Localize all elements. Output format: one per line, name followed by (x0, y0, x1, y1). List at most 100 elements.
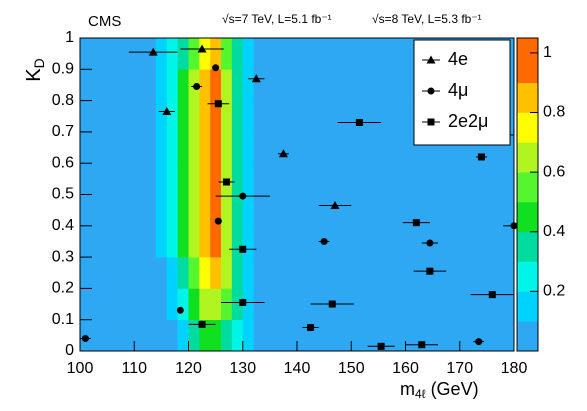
heatmap-cell (253, 194, 515, 227)
marker (278, 149, 288, 158)
heatmap-cell (155, 257, 168, 289)
marker (307, 324, 315, 332)
heatmap-cell (188, 257, 200, 289)
heatmap-cell (231, 257, 244, 289)
y-tick-label: 1 (65, 29, 74, 46)
heatmap-cell (199, 194, 211, 227)
heatmap-cell (155, 163, 168, 195)
colorbar-segment (517, 38, 538, 84)
heatmap-cell (210, 100, 222, 133)
marker (330, 200, 340, 209)
heatmap-cell (166, 319, 178, 352)
heatmap-cell (80, 163, 157, 195)
heatmap-cell (188, 225, 200, 258)
marker (355, 119, 363, 127)
heatmap-cell (231, 288, 244, 320)
heatmap-cell (231, 319, 244, 352)
marker (488, 291, 496, 299)
x-tick-label: 110 (121, 360, 147, 377)
y-tick-label: 0.1 (52, 311, 74, 328)
heatmap-cell (242, 100, 254, 133)
y-tick-label: 0.7 (52, 123, 74, 140)
heatmap-cell (166, 194, 178, 227)
colorbar-segment (517, 112, 538, 143)
heatmap-cell (188, 163, 200, 195)
heatmap-cell (242, 225, 254, 258)
x-label-main: m (400, 379, 415, 399)
heatmap-cell (242, 163, 254, 195)
heatmap-cell (155, 131, 168, 164)
marker (212, 64, 220, 72)
heatmap-cell (210, 225, 222, 258)
heatmap-cell (199, 131, 211, 164)
heatmap-cell (221, 225, 233, 258)
x-tick-label: 160 (392, 360, 419, 377)
heatmap-cell (188, 319, 200, 352)
marker (239, 298, 247, 306)
marker (214, 217, 222, 225)
y-tick-label: 0.3 (52, 248, 74, 265)
heatmap-cell (177, 69, 189, 101)
heatmap-cell (221, 194, 233, 227)
heatmap-cell (166, 69, 178, 101)
marker (162, 107, 172, 116)
colorbar-segment (517, 82, 538, 113)
heatmap-cell (177, 194, 189, 227)
heatmap-cell (231, 225, 244, 258)
heatmap-cell (177, 225, 189, 258)
colorbar-segment (517, 291, 538, 322)
colorbar-tick-label: 0.4 (543, 223, 565, 240)
heatmap-cell (177, 257, 189, 289)
marker (427, 87, 435, 95)
heatmap-cell (155, 69, 168, 101)
heatmap-cell (199, 225, 211, 258)
marker (197, 44, 207, 53)
annotation: √s=8 TeV, L=5.3 fb⁻¹ (372, 12, 482, 26)
heatmap-cell (242, 288, 254, 320)
heatmap-cell (80, 257, 157, 289)
heatmap-cell (155, 319, 168, 352)
x-tick-label: 170 (446, 360, 473, 377)
heatmap-cell (80, 319, 157, 352)
y-tick-label: 0.6 (52, 154, 74, 171)
heatmap-cell (80, 194, 157, 227)
marker (412, 219, 420, 227)
heatmap-cell (80, 131, 157, 164)
x-label-sub: 4ℓ (415, 387, 426, 401)
colorbar-segment (517, 201, 538, 233)
heatmap-cell (210, 38, 222, 70)
heatmap-cell (221, 288, 233, 320)
heatmap-cell (199, 319, 211, 352)
y-tick-label: 0.2 (52, 280, 74, 297)
heatmap-cell (177, 319, 189, 352)
marker (176, 306, 184, 314)
heatmap-cell (199, 257, 211, 289)
heatmap-cell (242, 319, 254, 352)
marker (426, 55, 436, 64)
heatmap-cell (221, 319, 233, 352)
heatmap-cell (188, 100, 200, 133)
heatmap-cell (242, 69, 254, 101)
heatmap-cell (242, 257, 254, 289)
heatmap-cell (155, 194, 168, 227)
heatmap-cell (242, 38, 254, 70)
colorbar-segment (517, 231, 538, 262)
heatmap-cell (231, 100, 244, 133)
y-tick-label: 0.4 (52, 217, 74, 234)
heatmap-cell (231, 194, 244, 227)
x-tick-label: 120 (175, 360, 202, 377)
marker (222, 178, 230, 186)
marker (475, 338, 483, 346)
heatmap-cell (242, 194, 254, 227)
heatmap-cell (188, 194, 200, 227)
colorbar-frame (516, 37, 539, 352)
colorbar-segment (517, 261, 538, 292)
heatmap-cell (177, 288, 189, 320)
heatmap-cell (80, 288, 157, 320)
heatmap-cell (210, 163, 222, 195)
heatmap-cell (155, 288, 168, 320)
heatmap-cell (199, 69, 211, 101)
heatmap-cell (221, 38, 233, 70)
marker (148, 47, 158, 56)
heatmap-cell (166, 288, 178, 320)
